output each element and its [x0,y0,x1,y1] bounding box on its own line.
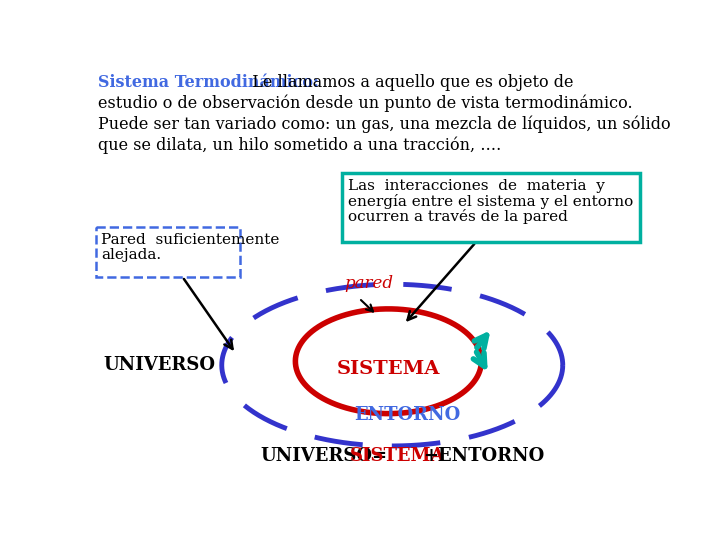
Text: ocurren a través de la pared: ocurren a través de la pared [348,210,568,224]
Text: pared: pared [344,275,394,292]
Text: UNIVERSO=: UNIVERSO= [261,447,387,465]
Text: alejada.: alejada. [101,248,161,262]
Text: energía entre el sistema y el entorno: energía entre el sistema y el entorno [348,194,634,209]
Text: Le llamamos a aquello que es objeto de: Le llamamos a aquello que es objeto de [242,74,573,91]
Text: SISTEMA: SISTEMA [337,360,440,378]
Text: SISTEMA: SISTEMA [350,447,445,465]
Text: Sistema Termodinámico:: Sistema Termodinámico: [98,74,319,91]
Text: Pared  suficientemente: Pared suficientemente [101,233,279,247]
Text: UNIVERSO: UNIVERSO [104,356,215,374]
Text: +ENTORNO: +ENTORNO [423,447,544,465]
Text: ENTORNO: ENTORNO [355,406,461,424]
Text: que se dilata, un hilo sometido a una tracción, ….: que se dilata, un hilo sometido a una tr… [98,137,501,154]
Text: estudio o de observación desde un punto de vista termodinámico.: estudio o de observación desde un punto … [98,95,632,112]
FancyBboxPatch shape [342,173,640,242]
Text: Las  interacciones  de  materia  y: Las interacciones de materia y [348,179,605,193]
FancyBboxPatch shape [96,226,240,276]
Text: Puede ser tan variado como: un gas, una mezcla de líquidos, un sólido: Puede ser tan variado como: un gas, una … [98,116,670,133]
